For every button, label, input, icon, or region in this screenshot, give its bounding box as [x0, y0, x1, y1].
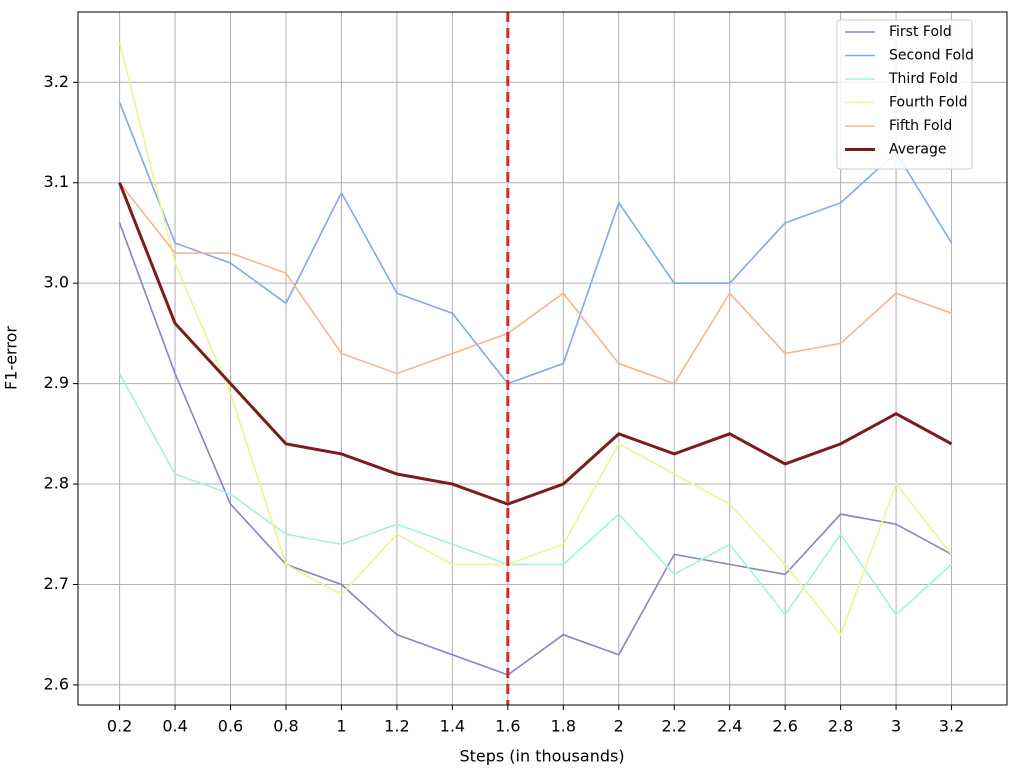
x-tick-label: 0.6 [218, 717, 243, 736]
legend-label: Fourth Fold [889, 95, 967, 111]
legend: First Fold Second Fold Third Fold Fourth Fo… [836, 19, 974, 170]
legend-box [836, 19, 973, 170]
x-tick-label: 3.2 [939, 717, 964, 736]
y-axis-label: F1-error [2, 326, 21, 390]
y-tick-label: 2.7 [44, 574, 69, 593]
x-tick-label: 1.2 [384, 717, 409, 736]
y-tick-label: 3.2 [44, 72, 69, 91]
x-axis-label: Steps (in thousands) [459, 747, 624, 766]
series-line [118, 222, 952, 676]
y-tick-label: 2.6 [44, 674, 69, 693]
x-tick-label: 2.8 [828, 717, 853, 736]
series-line [118, 182, 952, 385]
x-tick-label: 1.6 [495, 717, 520, 736]
x-tick-label: 1.4 [440, 717, 465, 736]
plot-frame [77, 11, 1008, 706]
y-tick-label: 3.0 [44, 273, 69, 292]
legend-label: First Fold [889, 24, 952, 40]
x-tick-label: 2.4 [717, 717, 742, 736]
x-tick-label: 2.6 [772, 717, 797, 736]
legend-label: Average [889, 142, 947, 158]
series-line [118, 41, 953, 637]
y-tick-label: 3.1 [44, 172, 69, 191]
legend-label: Second Fold [889, 48, 974, 64]
y-tick-label: 2.8 [44, 474, 69, 493]
x-tick-label: 1 [336, 717, 346, 736]
x-tick-label: 0.8 [273, 717, 298, 736]
x-tick-label: 2.2 [661, 717, 686, 736]
y-tick-label: 2.9 [44, 373, 69, 392]
series-line [118, 373, 953, 616]
x-tick-label: 0.4 [162, 717, 187, 736]
series-line [118, 182, 953, 506]
x-tick-label: 2 [614, 717, 624, 736]
x-tick-label: 1.8 [551, 717, 576, 736]
legend-label: Third Fold [888, 71, 958, 87]
series-line [118, 102, 953, 385]
legend-label: Fifth Fold [889, 118, 952, 134]
x-tick-label: 0.2 [107, 717, 132, 736]
x-tick-label: 3 [891, 717, 901, 736]
